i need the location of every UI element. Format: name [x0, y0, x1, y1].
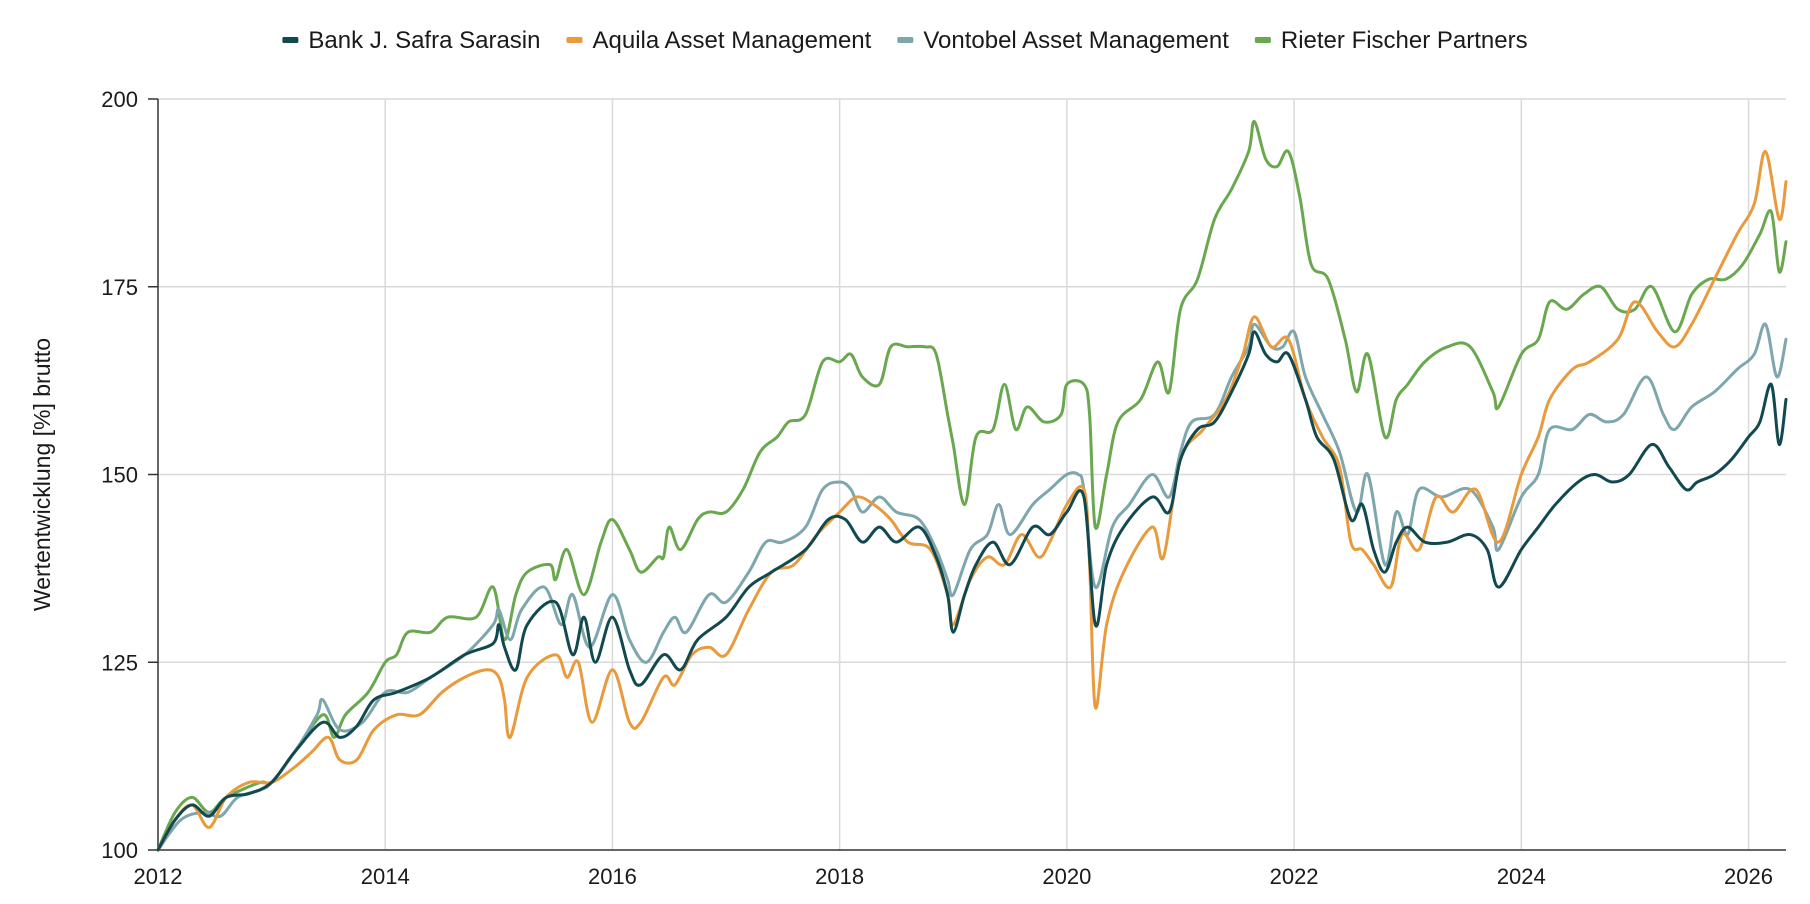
x-tick-label: 2022 [1270, 864, 1319, 889]
series-line-bank-j-safra-sarasin [156, 330, 1788, 852]
series-lines [156, 120, 1788, 852]
series-line-rieter-fischer-partners [156, 120, 1788, 852]
y-tick-label: 175 [101, 275, 138, 300]
axes: 100 125 150 175 200 2012 2014 2016 2018 2020 2022 2… [101, 87, 1786, 889]
y-axis-title: Wertentwicklung [%] brutto [29, 338, 55, 611]
x-tick-label: 2016 [588, 864, 637, 889]
y-tick-label: 100 [101, 838, 138, 863]
legend-item-bank-j-safra-sarasin: Bank J. Safra Sarasin [282, 27, 540, 54]
legend-label: Rieter Fischer Partners [1281, 27, 1528, 54]
y-tick-label: 200 [101, 87, 138, 112]
series-line-vontobel-asset-management [156, 322, 1788, 852]
legend-label: Vontobel Asset Management [923, 27, 1229, 54]
legend-swatch [1254, 37, 1271, 43]
x-tick-label: 2024 [1497, 864, 1546, 889]
legend-item-rieter-fischer-partners: Rieter Fischer Partners [1254, 27, 1528, 54]
x-tick-label: 2020 [1042, 864, 1091, 889]
x-tick-label: 2018 [815, 864, 864, 889]
legend-label: Aquila Asset Management [592, 27, 871, 54]
legend-swatch [566, 37, 583, 43]
x-tick-label: 2014 [361, 864, 410, 889]
legend-swatch [897, 37, 914, 43]
x-tick-label: 2012 [134, 864, 183, 889]
x-tick-label: 2026 [1724, 864, 1773, 889]
gridlines [158, 98, 1786, 850]
y-tick-label: 125 [101, 650, 138, 675]
y-tick-label: 150 [101, 463, 138, 488]
legend-item-aquila-asset-management: Aquila Asset Management [566, 27, 872, 54]
legend-swatch [282, 37, 299, 43]
series-line-aquila-asset-management [156, 150, 1788, 852]
legend-item-vontobel-asset-management: Vontobel Asset Management [897, 27, 1229, 54]
legend-label: Bank J. Safra Sarasin [308, 27, 540, 54]
legend: Bank J. Safra Sarasin Aquila Asset Manage… [282, 27, 1528, 54]
